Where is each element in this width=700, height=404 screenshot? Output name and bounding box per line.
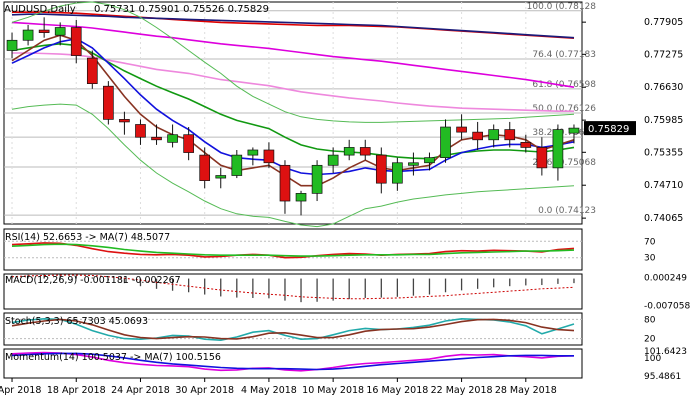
axis-tick-label: 100	[644, 354, 661, 364]
chart-ohlc-values: 0.75731 0.75901 0.75526 0.75829	[94, 4, 269, 15]
candle-body	[520, 141, 532, 148]
indicator-line	[11, 242, 575, 259]
price-tick-label: 0.76630	[644, 82, 683, 93]
candle-body	[167, 134, 178, 143]
price-pane: 100.0 (0.78128 76.4 (0.77183 61.8 (0.76598…	[3, 1, 683, 228]
last-price-label: 0.75829	[588, 124, 629, 135]
moving-average-line	[11, 13, 575, 39]
candle-body	[22, 29, 34, 41]
candle-body	[392, 162, 403, 184]
candle-body	[311, 164, 323, 194]
macd-frame	[3, 273, 583, 310]
level-label: 30	[644, 254, 656, 264]
price-tick-label: 0.74065	[644, 213, 683, 224]
moving-average-line	[11, 37, 575, 176]
fib-label: 61.8 (0.76598	[532, 80, 596, 90]
candle-body	[504, 129, 516, 141]
last-price-box	[584, 121, 636, 136]
candle-body	[151, 136, 162, 141]
date-label: 30 Apr 2018	[175, 385, 234, 396]
candle-body	[408, 162, 419, 166]
moving-average-line	[11, 103, 575, 228]
rsi-title: RSI(14) 52.6653 -> MA(7) 48.5077	[5, 232, 170, 243]
macd-tick-label: 0.000249	[644, 274, 687, 284]
macd-tick-label: -0.007058	[644, 301, 690, 311]
candle-body	[359, 147, 371, 156]
stoch-pane-frame	[3, 312, 583, 346]
fib-label: 50.0 (0.76126	[532, 104, 596, 114]
indicator-line	[11, 243, 575, 257]
candle-body	[231, 154, 243, 176]
candle-body	[327, 154, 339, 166]
moving-average-line	[11, 1, 575, 123]
candle-body	[424, 157, 435, 164]
date-label: 24 Apr 2018	[111, 385, 170, 396]
macd-signal-line	[11, 274, 575, 300]
rsi-pane-frame	[3, 228, 583, 271]
stoch-pane: 80 20	[3, 312, 656, 346]
candle-body	[70, 27, 82, 56]
fib-label: 100.0 (0.78128	[527, 2, 597, 12]
macd-pane: 0.000249 -0.007058	[3, 273, 690, 311]
candle-body	[38, 29, 50, 33]
candle-body	[375, 154, 387, 184]
candle-body	[183, 134, 194, 153]
level-label: 70	[644, 237, 656, 247]
candle-body	[456, 126, 467, 133]
date-label: 12 Apr 2018	[0, 385, 41, 396]
date-label: 10 May 2018	[302, 385, 364, 396]
candle-body	[135, 124, 146, 138]
level-label: 20	[644, 335, 656, 345]
price-tick-label: 0.75355	[644, 147, 683, 158]
candle-body	[343, 147, 355, 156]
fib-label: 38.2 (0.75653	[532, 128, 596, 138]
moving-average-line	[11, 21, 575, 88]
mom-pane-frame	[3, 348, 583, 379]
fib-label: 23.6 (0.75068	[532, 158, 596, 168]
fib-label: 76.4 (0.77183	[532, 50, 596, 60]
candle-body	[247, 149, 259, 156]
candle-body	[263, 149, 275, 164]
date-label: 16 May 2018	[366, 385, 428, 396]
candle-body	[6, 39, 18, 51]
date-label: 4 May 2018	[241, 385, 297, 396]
candle-body	[54, 27, 66, 36]
chart-symbol-title: AUDUSD,Daily	[4, 4, 76, 15]
fib-label: 0.0 (0.74123	[538, 206, 596, 216]
price-tick-label: 0.77905	[644, 17, 683, 28]
candle-body	[472, 131, 483, 141]
price-tick-label: 0.74710	[644, 180, 683, 191]
candle-body	[215, 175, 227, 179]
candle-body	[103, 85, 114, 120]
candle-body	[536, 147, 548, 169]
indicator-line	[11, 318, 575, 340]
candle-body	[86, 57, 98, 85]
indicator-line	[11, 351, 575, 372]
axis-tick-label: 101.6423	[644, 347, 687, 357]
candle-body	[568, 127, 580, 134]
candle-body	[199, 154, 211, 181]
axis-tick-label: 95.4861	[644, 372, 681, 382]
candle-body	[279, 164, 291, 202]
rsi-pane: 70 30	[3, 228, 656, 271]
level-label: 80	[644, 315, 656, 325]
date-axis: 12 Apr 2018 18 Apr 2018 24 Apr 2018 30 Apr …	[0, 378, 557, 396]
momentum-title: Momentum(14) 100.5037 -> MA(7) 100.5156	[5, 352, 221, 363]
price-tick-label: 0.77275	[644, 49, 683, 60]
candle-body	[440, 126, 451, 159]
candle-body	[295, 193, 307, 202]
date-label: 18 Apr 2018	[47, 385, 106, 396]
price-tick-label: 0.75985	[644, 115, 683, 126]
macd-title: MACD(12,26,9) -0.001181 -0.002267	[5, 275, 181, 286]
date-label: 28 May 2018	[495, 385, 557, 396]
indicator-line	[11, 352, 574, 371]
candle-body	[552, 129, 564, 169]
date-label: 22 May 2018	[431, 385, 493, 396]
stoch-title: Stoch(5,3,3) 65.7303 45.0693	[5, 316, 148, 327]
candle-body	[119, 119, 130, 123]
candle-body	[488, 129, 500, 141]
